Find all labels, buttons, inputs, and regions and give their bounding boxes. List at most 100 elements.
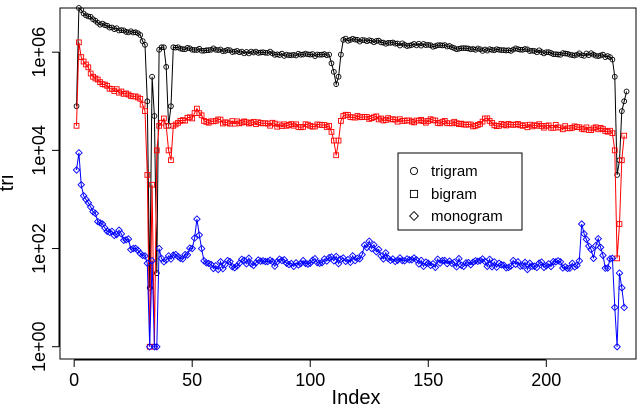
data-point-diamond <box>256 257 265 265</box>
data-point-diamond <box>374 245 383 254</box>
data-point-square <box>76 39 82 46</box>
data-point-diamond <box>152 342 161 351</box>
data-point-diamond <box>511 260 520 269</box>
data-point-circle <box>142 41 148 48</box>
data-point-diamond <box>294 261 303 269</box>
data-point-diamond <box>134 246 142 255</box>
data-point-diamond <box>540 263 548 272</box>
data-point-circle <box>338 51 344 58</box>
series-bigram <box>73 39 628 350</box>
data-point-circle <box>102 22 108 28</box>
legend-marker-diamond <box>408 210 420 222</box>
data-point-diamond <box>216 257 225 266</box>
data-point-diamond <box>422 258 430 266</box>
data-point-circle <box>146 284 153 291</box>
data-point-diamond <box>408 210 420 222</box>
data-point-diamond <box>370 240 378 249</box>
data-point-diamond <box>226 257 234 266</box>
data-point-circle <box>137 32 144 38</box>
data-point-diamond <box>575 256 584 265</box>
data-point-diamond <box>570 263 579 271</box>
data-point-diamond <box>403 255 411 263</box>
data-point-circle <box>392 40 399 47</box>
data-point-diamond <box>268 257 277 266</box>
data-point-diamond <box>233 262 241 270</box>
legend-label-trigram: trigram <box>431 163 478 180</box>
data-point-diamond <box>617 283 626 292</box>
data-point-diamond <box>259 256 267 265</box>
data-point-diamond <box>348 252 357 260</box>
data-point-diamond <box>129 244 138 253</box>
data-point-diamond <box>122 236 130 244</box>
data-point-square <box>165 147 172 154</box>
data-point-diamond <box>608 254 617 263</box>
series-monogram <box>72 148 629 351</box>
data-point-diamond <box>596 243 605 252</box>
data-point-circle <box>85 13 92 20</box>
data-point-diamond <box>185 244 194 252</box>
data-point-diamond <box>372 247 381 256</box>
data-point-diamond <box>249 261 258 270</box>
data-point-diamond <box>285 260 293 269</box>
series-line-monogram <box>76 152 625 348</box>
data-point-diamond <box>181 250 189 259</box>
data-point-diamond <box>558 264 567 272</box>
data-point-diamond <box>462 259 470 267</box>
data-point-diamond <box>315 259 324 268</box>
data-point-square <box>168 157 174 164</box>
y-axis-title: tri <box>0 175 18 192</box>
data-point-diamond <box>615 269 624 277</box>
legend-entry-bigram: bigram <box>409 186 477 203</box>
data-point-circle <box>205 47 212 53</box>
data-point-diamond <box>577 220 586 228</box>
data-point-square <box>85 64 92 71</box>
data-point-diamond <box>535 259 544 267</box>
data-point-diamond <box>466 260 475 269</box>
data-point-square <box>189 115 196 122</box>
data-point-circle <box>522 46 528 52</box>
data-point-diamond <box>278 256 286 265</box>
data-point-diamond <box>190 234 199 242</box>
data-point-diamond <box>601 264 610 273</box>
data-point-diamond <box>386 256 395 265</box>
data-point-diamond <box>183 251 192 259</box>
data-point-diamond <box>209 264 218 273</box>
data-point-diamond <box>82 195 90 204</box>
data-point-diamond <box>124 235 133 243</box>
data-point-circle <box>474 45 481 52</box>
data-point-circle <box>335 73 342 80</box>
data-point-diamond <box>254 256 263 264</box>
data-point-diamond <box>448 259 456 268</box>
data-point-diamond <box>245 254 253 263</box>
data-point-diamond <box>160 258 168 266</box>
data-point-diamond <box>431 263 440 272</box>
data-point-square <box>409 189 419 199</box>
data-point-diamond <box>341 257 350 266</box>
data-point-diamond <box>230 263 239 272</box>
data-point-square <box>139 101 146 108</box>
data-point-circle <box>571 52 578 59</box>
data-point-diamond <box>485 255 494 264</box>
data-point-diamond <box>563 264 572 273</box>
data-point-diamond <box>521 258 529 267</box>
data-point-diamond <box>155 244 163 253</box>
data-point-diamond <box>490 258 499 266</box>
data-point-diamond <box>72 166 81 174</box>
data-point-square <box>335 137 342 144</box>
data-point-diamond <box>417 256 426 265</box>
data-point-diamond <box>138 251 147 260</box>
data-point-diamond <box>504 263 513 272</box>
data-point-square <box>618 157 625 164</box>
data-point-square <box>621 132 628 139</box>
data-point-diamond <box>75 148 83 157</box>
data-point-circle <box>352 36 358 43</box>
data-point-diamond <box>204 259 213 268</box>
data-point-diamond <box>337 255 345 264</box>
data-point-diamond <box>599 251 607 260</box>
data-point-diamond <box>547 262 555 271</box>
data-point-diamond <box>606 255 614 263</box>
data-point-circle <box>161 44 167 51</box>
data-point-diamond <box>488 262 496 271</box>
data-point-square <box>161 115 167 122</box>
